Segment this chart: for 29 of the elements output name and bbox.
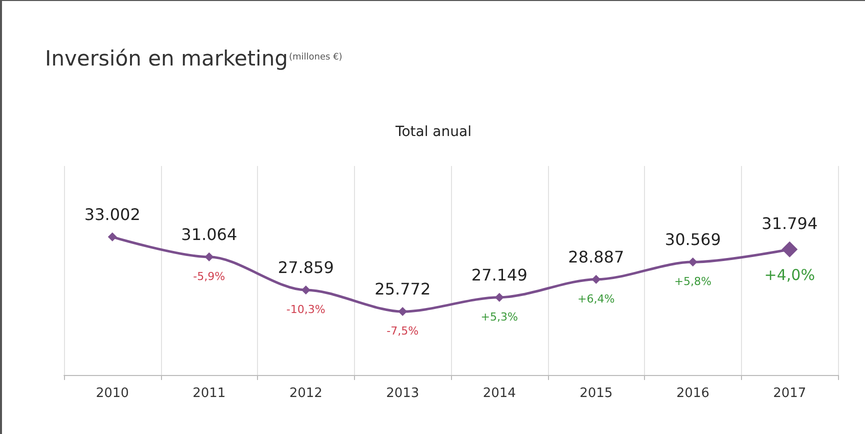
annotation: +6,4% <box>578 292 615 306</box>
data-label: 28.887 <box>568 247 624 266</box>
data-label: 25.772 <box>374 280 431 299</box>
data-label: 27.859 <box>278 258 334 278</box>
x-tick-label: 2013 <box>386 386 420 401</box>
annotation: -10,3% <box>286 303 326 316</box>
x-tick-label: 2012 <box>289 386 322 401</box>
annotation: +5,3% <box>480 310 518 324</box>
data-label: 27.149 <box>471 265 528 284</box>
x-tick-label: 2016 <box>676 386 710 401</box>
data-label: 31.064 <box>181 224 238 244</box>
annotation: +4,0% <box>764 266 815 284</box>
data-label: 30.569 <box>664 230 721 250</box>
annotation: -7,5% <box>386 324 419 338</box>
point <box>204 252 214 262</box>
x-tick-label: 2011 <box>192 386 226 401</box>
x-tick-label: 2015 <box>580 386 613 401</box>
x-tick-label: 2017 <box>773 386 806 401</box>
point <box>494 292 504 302</box>
data-label: 33.002 <box>84 204 140 224</box>
annotation: +5,8% <box>674 275 712 288</box>
chart-subtitle: (millones €) <box>288 52 342 62</box>
x-tick-label: 2010 <box>96 386 129 401</box>
x-tick-label: 2014 <box>482 386 516 401</box>
annotation: -5,9% <box>193 270 226 283</box>
chart-title: Inversión en marketing <box>45 46 288 70</box>
data-label: 31.794 <box>762 214 818 233</box>
point <box>108 232 117 242</box>
text: Total anual <box>394 124 472 140</box>
